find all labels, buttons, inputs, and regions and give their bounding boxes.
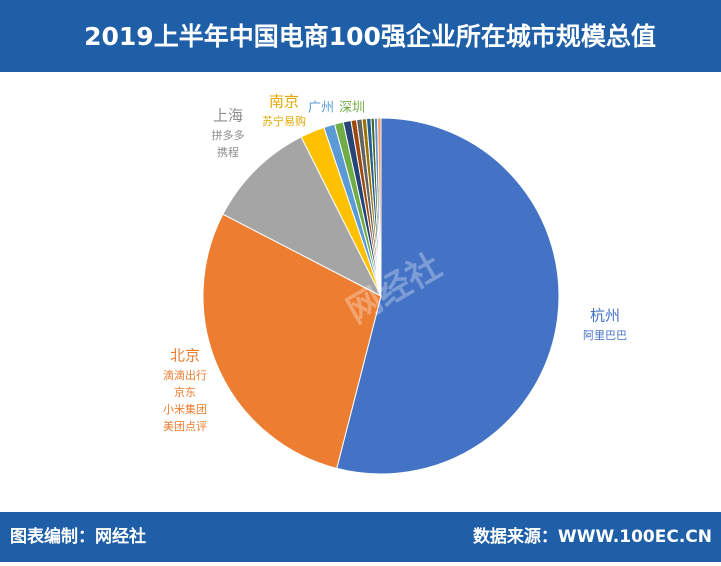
company-label: 美团点评 [163, 420, 207, 433]
company-label: 苏宁易购 [262, 114, 306, 128]
category-label: 广州 [308, 101, 334, 116]
footer-left: 图表编制：网经社 [10, 526, 146, 547]
company-label: 滴滴出行 [163, 368, 207, 382]
pie [202, 117, 560, 475]
category-label: 深圳 [339, 101, 365, 116]
company-label: 拼多多 [212, 128, 245, 142]
company-label: 京东 [174, 385, 196, 399]
chart-title: 2019上半年中国电商100强企业所在城市规模总值 [84, 22, 656, 51]
category-label: 杭州 [590, 307, 620, 325]
pie-slice [336, 117, 560, 475]
pie-slice [202, 213, 382, 470]
pie-slice [222, 136, 383, 298]
pie-slice [377, 117, 382, 297]
category-label: 北京 [170, 347, 200, 365]
category-label: 上海 [213, 107, 243, 125]
company-label: 阿里巴巴 [583, 329, 627, 342]
title-bar [0, 0, 721, 72]
category-label: 南京 [269, 93, 299, 111]
footer-right: 数据来源：WWW.100EC.CN [473, 526, 712, 547]
company-label: 小米集团 [163, 402, 207, 416]
company-label: 携程 [217, 145, 239, 159]
footer-bar [0, 512, 721, 562]
